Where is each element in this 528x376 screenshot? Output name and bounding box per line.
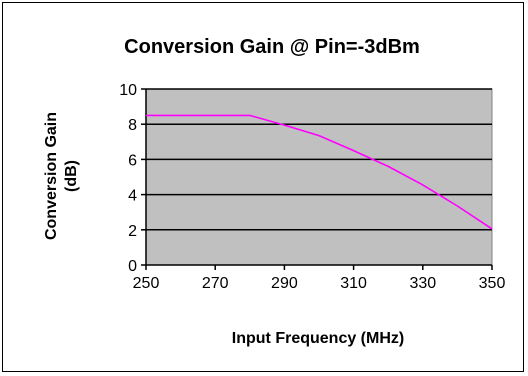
y-tick-label-4: 8	[128, 117, 137, 134]
grid-lines	[146, 88, 492, 231]
y-axis-title-line-1: Conversion Gain	[43, 112, 60, 240]
y-tick-label-5: 10	[119, 82, 137, 99]
x-axis-ticks: 250 270 290 310 330 350	[133, 265, 506, 292]
y-axis-ticks: 0 2 4 6 8 10	[119, 82, 146, 275]
chart-title: Conversion Gain @ Pin=-3dBm	[124, 36, 420, 58]
x-axis-title: Input Frequency (MHz)	[232, 330, 404, 347]
x-tick-label-0: 250	[133, 275, 160, 292]
series-group	[146, 114, 493, 230]
x-tick-label-4: 330	[409, 275, 436, 292]
y-tick-label-1: 2	[128, 223, 137, 240]
series-line-0	[146, 114, 493, 230]
axes	[145, 89, 492, 266]
y-tick-label-2: 4	[128, 188, 137, 205]
x-tick-label-3: 310	[340, 275, 367, 292]
y-tick-label-0: 0	[128, 258, 137, 275]
x-tick-label-2: 290	[271, 275, 298, 292]
y-tick-label-3: 6	[128, 152, 137, 169]
y-axis-title-line-2: (dB)	[63, 160, 80, 192]
x-tick-label-1: 270	[202, 275, 229, 292]
plot-area	[145, 88, 493, 266]
x-tick-label-5: 350	[479, 275, 506, 292]
